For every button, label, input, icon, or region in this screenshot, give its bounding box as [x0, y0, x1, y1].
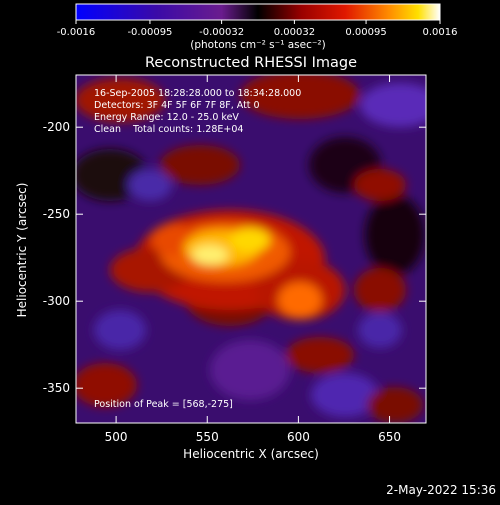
y-tick-label: -350 — [43, 381, 70, 395]
y-tick-label: -200 — [43, 120, 70, 134]
x-tick-label: 550 — [196, 430, 219, 444]
chart-title: Reconstructed RHESSI Image — [145, 55, 357, 71]
annotation-counts: Clean Total counts: 1.28E+04 — [94, 124, 243, 135]
colorbar-tick-label: 0.00095 — [345, 27, 386, 38]
colorbar-tick-label: 0.00032 — [274, 27, 315, 38]
colorbar-tick-label: -0.00032 — [199, 27, 244, 38]
colorbar — [75, 3, 441, 21]
colorbar-tick-label: 0.0016 — [423, 27, 458, 38]
heatmap-image — [76, 75, 426, 423]
annotation-energy-range: Energy Range: 12.0 - 25.0 keV — [94, 112, 239, 123]
x-tick-label: 600 — [287, 430, 310, 444]
footer-timestamp: 2-May-2022 15:36 — [386, 483, 496, 497]
colorbar-tick-label: -0.00095 — [127, 27, 172, 38]
colorbar-ticks: -0.0016 -0.00095 -0.00032 0.00032 0.00095 0.0… — [57, 20, 458, 38]
y-tick-label: -300 — [43, 294, 70, 308]
x-axis-label: Heliocentric X (arcsec) — [183, 447, 319, 461]
annotation-peak-position: Position of Peak = [568,-275] — [94, 399, 233, 410]
y-axis-ticks: -350 -300 -250 -200 — [43, 120, 426, 395]
colorbar-units: (photons cm⁻² s⁻¹ asec⁻²) — [190, 39, 325, 51]
plot-frame — [75, 74, 427, 424]
x-tick-label: 500 — [105, 430, 128, 444]
x-axis-ticks: 500 550 600 650 — [105, 75, 401, 444]
y-axis-label: Heliocentric Y (arcsec) — [15, 183, 29, 318]
annotation-time-range: 16-Sep-2005 18:28:28.000 to 18:34:28.000 — [94, 88, 301, 99]
colorbar-tick-label: -0.0016 — [57, 27, 96, 38]
y-tick-label: -250 — [43, 207, 70, 221]
x-tick-label: 650 — [378, 430, 401, 444]
annotation-detectors: Detectors: 3F 4F 5F 6F 7F 8F, Att 0 — [94, 100, 260, 111]
